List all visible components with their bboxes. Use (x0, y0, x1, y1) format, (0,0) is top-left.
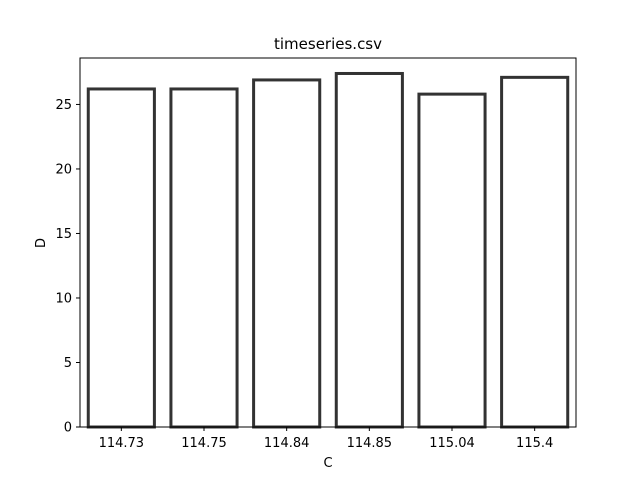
y-tick-label: 0 (64, 421, 72, 436)
y-tick-label: 25 (55, 98, 72, 113)
x-tick-label: 115.04 (429, 436, 475, 451)
y-tick-label: 10 (55, 291, 72, 306)
x-tick-label: 114.84 (264, 436, 310, 451)
bar-115.04 (417, 92, 487, 429)
bar-114.73 (86, 87, 156, 429)
chart-title: timeseries.csv (274, 35, 382, 53)
axes-group (79, 57, 577, 428)
bar-114.84 (252, 78, 322, 429)
plot-frame (79, 57, 577, 428)
y-tick-label: 5 (64, 356, 72, 371)
x-tick-label: 114.75 (181, 436, 227, 451)
x-tick-label: 115.4 (516, 436, 553, 451)
bar-115.4 (500, 75, 570, 429)
bar-114.75 (169, 87, 239, 429)
x-tick-label: 114.73 (99, 436, 145, 451)
x-axis-label: C (323, 456, 332, 471)
y-axis-label: D (34, 238, 49, 248)
bars-group (86, 71, 570, 429)
y-tick-label: 15 (55, 227, 72, 242)
y-ticks-group: 0 5 10 15 20 25 (55, 98, 80, 436)
bar-114.85 (334, 71, 404, 429)
x-ticks-group: 114.73 114.75 114.84 114.85 115.04 115.4 (99, 427, 553, 451)
y-tick-label: 20 (55, 162, 72, 177)
x-tick-label: 114.85 (347, 436, 393, 451)
